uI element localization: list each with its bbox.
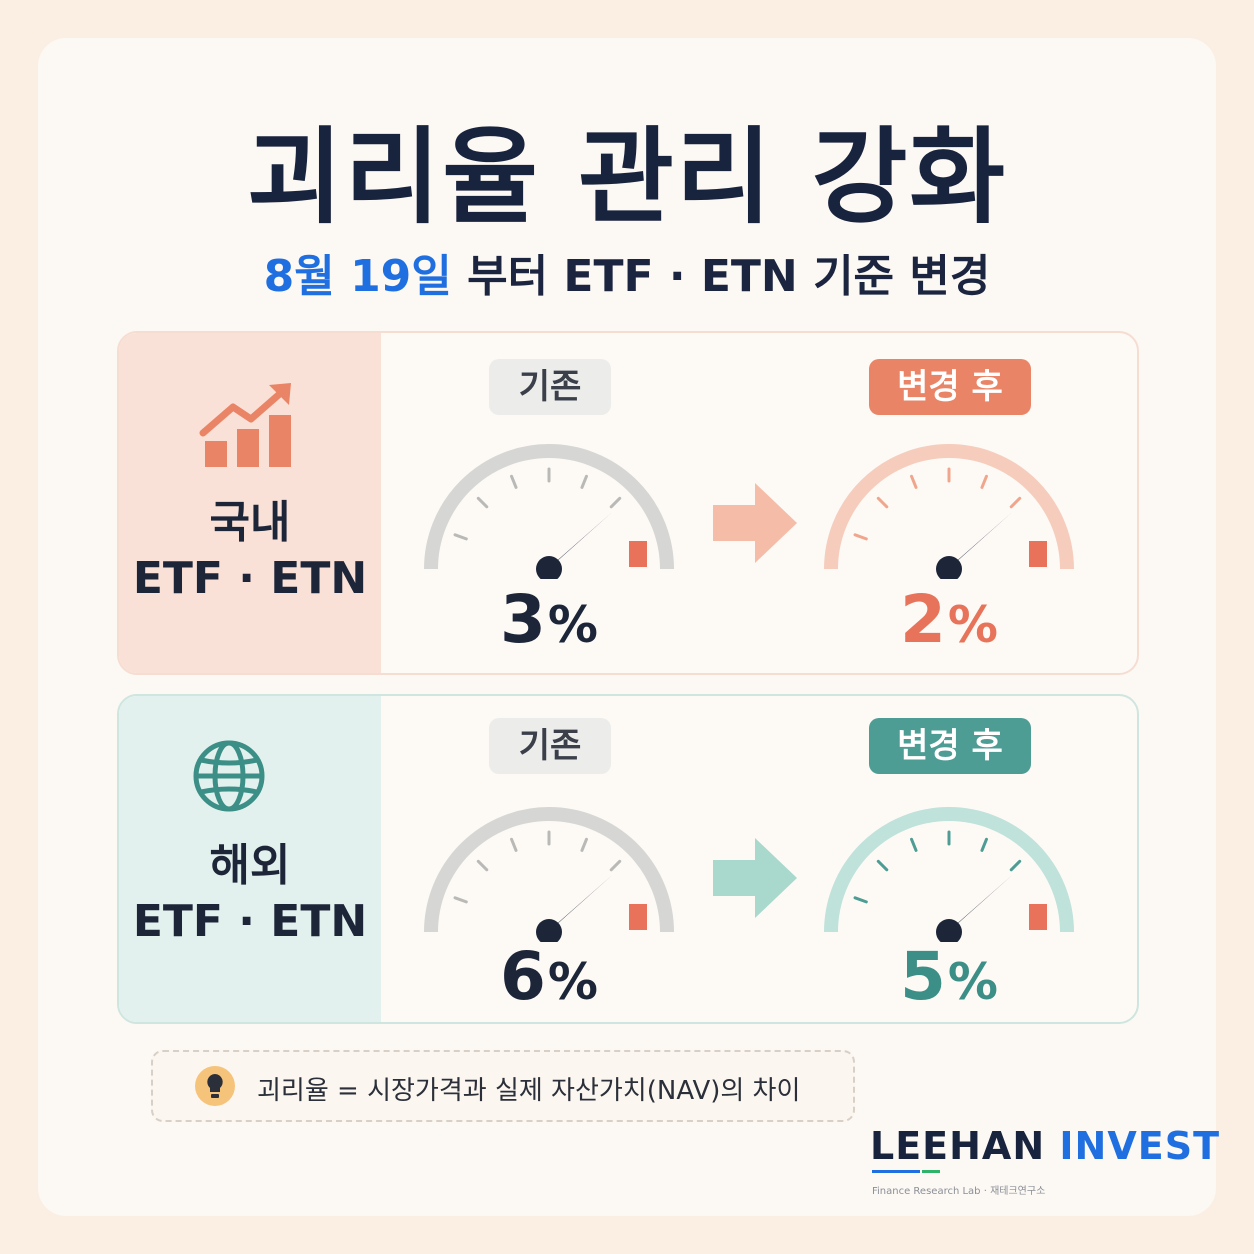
definition-note: 괴리율 = 시장가격과 실제 자산가치(NAV)의 차이	[151, 1050, 855, 1122]
gauge-hub	[936, 919, 962, 942]
effective-date: 8월 19일	[263, 251, 452, 302]
gauge-needle	[943, 874, 1013, 936]
gauge-redzone	[1029, 904, 1047, 930]
before-badge: 기존	[489, 359, 611, 415]
after-unit: %	[947, 596, 999, 654]
after-unit: %	[947, 953, 999, 1011]
definition-text: 괴리율 = 시장가격과 실제 자산가치(NAV)의 차이	[257, 1076, 801, 1106]
after-gauge	[824, 444, 1074, 579]
page-title: 괴리율 관리 강화	[246, 116, 1008, 238]
gauge-tick	[853, 533, 868, 541]
gauge-hub	[536, 919, 562, 942]
gauge-arc	[824, 807, 1074, 933]
gauge-tick	[580, 474, 588, 489]
gauge-tick	[876, 496, 889, 509]
gauge-tick	[609, 859, 622, 872]
before-unit: %	[547, 953, 599, 1011]
brand-name-2: INVEST	[1059, 1124, 1220, 1168]
subtitle-text: 부터 ETF · ETN 기준 변경	[467, 251, 991, 302]
gauge-hub	[936, 556, 962, 579]
brand-tagline: Finance Research Lab · 재테크연구소	[872, 1186, 1046, 1197]
before-gauge	[424, 444, 674, 579]
gauge-tick	[476, 859, 489, 872]
overseas-label: 해외 ETF · ETN	[119, 838, 381, 950]
before-unit: %	[547, 596, 599, 654]
gauge-tick	[609, 496, 622, 509]
gauge-arc	[824, 444, 1074, 570]
gauge-tick	[453, 896, 468, 904]
domestic-panel: 국내 ETF · ETN 기존 변경 후 3% 2%	[117, 331, 1139, 675]
overseas-panel: 해외 ETF · ETN 기존 변경 후 6% 5%	[117, 694, 1139, 1024]
after-value: 5%	[849, 942, 1049, 1017]
gauge-arc	[424, 807, 674, 933]
before-number: 6	[499, 938, 546, 1015]
gauge-tick	[980, 474, 988, 489]
before-badge: 기존	[489, 718, 611, 774]
gauge-arc	[424, 444, 674, 570]
brand-underline	[872, 1170, 940, 1173]
overseas-label-line2: ETF · ETN	[132, 896, 368, 947]
change-arrow	[713, 483, 797, 563]
gauge-needle	[943, 511, 1013, 573]
gauge-redzone	[629, 904, 647, 930]
gauge-tick	[510, 837, 518, 852]
before-number: 3	[499, 581, 546, 658]
overseas-label-line1: 해외	[209, 840, 291, 891]
after-value: 2%	[849, 585, 1049, 660]
before-value: 6%	[449, 942, 649, 1017]
gauge-tick	[876, 859, 889, 872]
gauge-tick	[476, 496, 489, 509]
after-gauge	[824, 807, 1074, 942]
gauge-tick	[580, 837, 588, 852]
gauge-tick	[1009, 496, 1022, 509]
brand-logo: LEEHAN INVEST	[870, 1124, 1220, 1168]
domestic-label-line1: 국내	[209, 497, 291, 548]
gauge-tick	[853, 896, 868, 904]
domestic-side: 국내 ETF · ETN	[119, 333, 381, 673]
before-value: 3%	[449, 585, 649, 660]
globe-icon	[193, 740, 265, 812]
gauge-hub	[536, 556, 562, 579]
growth-chart-icon	[199, 383, 291, 467]
gauge-redzone	[629, 541, 647, 567]
domestic-label-line2: ETF · ETN	[132, 553, 368, 604]
gauge-tick	[910, 474, 918, 489]
after-badge: 변경 후	[869, 718, 1031, 774]
gauge-tick	[980, 837, 988, 852]
after-badge: 변경 후	[869, 359, 1031, 415]
gauge-tick	[453, 533, 468, 541]
gauge-tick	[910, 837, 918, 852]
after-number: 5	[899, 938, 946, 1015]
gauge-tick	[1009, 859, 1022, 872]
lightbulb-icon	[195, 1066, 235, 1106]
page-subtitle: 8월 19일 부터 ETF · ETN 기준 변경	[0, 240, 1254, 304]
overseas-side: 해외 ETF · ETN	[119, 696, 381, 1022]
brand-name-1: LEEHAN	[870, 1124, 1046, 1168]
gauge-redzone	[1029, 541, 1047, 567]
domestic-label: 국내 ETF · ETN	[119, 495, 381, 607]
gauge-needle	[543, 511, 613, 573]
change-arrow	[713, 838, 797, 918]
before-gauge	[424, 807, 674, 942]
gauge-tick	[510, 474, 518, 489]
after-number: 2	[899, 581, 946, 658]
gauge-needle	[543, 874, 613, 936]
